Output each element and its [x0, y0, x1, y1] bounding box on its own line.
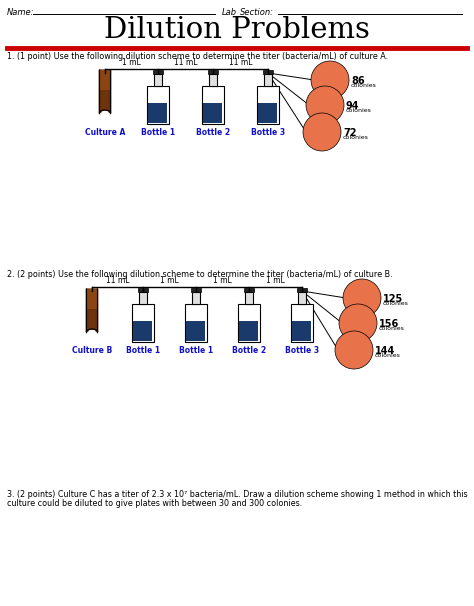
- Polygon shape: [292, 321, 311, 341]
- Text: Bottle 2: Bottle 2: [232, 346, 266, 355]
- Circle shape: [306, 86, 344, 124]
- Text: 94: 94: [346, 101, 359, 111]
- Polygon shape: [153, 70, 163, 74]
- Text: 1. (1 point) Use the following dilution scheme to determine the titer (bacteria/: 1. (1 point) Use the following dilution …: [7, 52, 388, 61]
- Text: colonies: colonies: [375, 353, 401, 358]
- Circle shape: [335, 331, 373, 369]
- Polygon shape: [192, 292, 200, 304]
- Text: 144: 144: [375, 346, 395, 356]
- Polygon shape: [202, 86, 224, 124]
- Text: 156: 156: [379, 319, 399, 329]
- Text: 1 mL: 1 mL: [122, 58, 141, 67]
- Text: 1 mL: 1 mL: [266, 276, 285, 285]
- Polygon shape: [238, 304, 260, 342]
- Text: 11 mL: 11 mL: [106, 276, 129, 285]
- Polygon shape: [257, 86, 279, 124]
- Text: colonies: colonies: [383, 301, 409, 306]
- Polygon shape: [147, 86, 169, 124]
- Text: Culture B: Culture B: [72, 346, 112, 355]
- Circle shape: [343, 279, 381, 317]
- Polygon shape: [209, 74, 217, 86]
- Polygon shape: [263, 70, 273, 74]
- Text: Bottle 2: Bottle 2: [196, 128, 230, 137]
- Text: Name:: Name:: [7, 8, 35, 17]
- Text: 2. (2 points) Use the following dilution scheme to determine the titer (bacteria: 2. (2 points) Use the following dilution…: [7, 270, 392, 279]
- Text: colonies: colonies: [379, 326, 405, 331]
- Text: Bottle 1: Bottle 1: [126, 346, 160, 355]
- Text: Section:: Section:: [240, 8, 274, 17]
- Text: 125: 125: [383, 294, 403, 304]
- Text: 72: 72: [343, 128, 356, 138]
- Text: Bottle 3: Bottle 3: [285, 346, 319, 355]
- Polygon shape: [245, 292, 253, 304]
- Circle shape: [303, 113, 341, 151]
- Polygon shape: [154, 74, 162, 86]
- Text: colonies: colonies: [346, 108, 372, 113]
- Polygon shape: [208, 70, 218, 74]
- Polygon shape: [138, 288, 148, 292]
- Polygon shape: [100, 91, 109, 113]
- Circle shape: [311, 61, 349, 99]
- Polygon shape: [86, 289, 98, 332]
- Text: colonies: colonies: [351, 83, 377, 88]
- Text: Bottle 1: Bottle 1: [179, 346, 213, 355]
- Text: Lab: Lab: [222, 8, 237, 17]
- Polygon shape: [88, 310, 97, 332]
- Polygon shape: [203, 103, 222, 123]
- Polygon shape: [132, 304, 154, 342]
- Text: Bottle 3: Bottle 3: [251, 128, 285, 137]
- Polygon shape: [298, 292, 306, 304]
- Polygon shape: [291, 304, 313, 342]
- Text: Dilution Problems: Dilution Problems: [104, 16, 370, 44]
- Text: colonies: colonies: [343, 135, 369, 140]
- Polygon shape: [191, 288, 201, 292]
- Text: 11 mL: 11 mL: [174, 58, 197, 67]
- Polygon shape: [264, 74, 272, 86]
- Polygon shape: [139, 292, 147, 304]
- Text: 86: 86: [351, 76, 365, 86]
- Polygon shape: [186, 321, 206, 341]
- Polygon shape: [297, 288, 307, 292]
- Text: Bottle 1: Bottle 1: [141, 128, 175, 137]
- Polygon shape: [148, 103, 167, 123]
- Polygon shape: [134, 321, 153, 341]
- Circle shape: [339, 304, 377, 342]
- Polygon shape: [258, 103, 277, 123]
- Text: culture could be diluted to give plates with between 30 and 300 colonies.: culture could be diluted to give plates …: [7, 499, 302, 508]
- Text: 1 mL: 1 mL: [213, 276, 232, 285]
- Text: 1 mL: 1 mL: [160, 276, 179, 285]
- Text: 11 mL: 11 mL: [229, 58, 252, 67]
- Polygon shape: [244, 288, 254, 292]
- Polygon shape: [185, 304, 207, 342]
- Text: 3. (2 points) Culture C has a titer of 2.3 x 10⁷ bacteria/mL. Draw a dilution sc: 3. (2 points) Culture C has a titer of 2…: [7, 490, 468, 499]
- Polygon shape: [100, 70, 110, 113]
- Polygon shape: [239, 321, 258, 341]
- Text: Culture A: Culture A: [85, 128, 125, 137]
